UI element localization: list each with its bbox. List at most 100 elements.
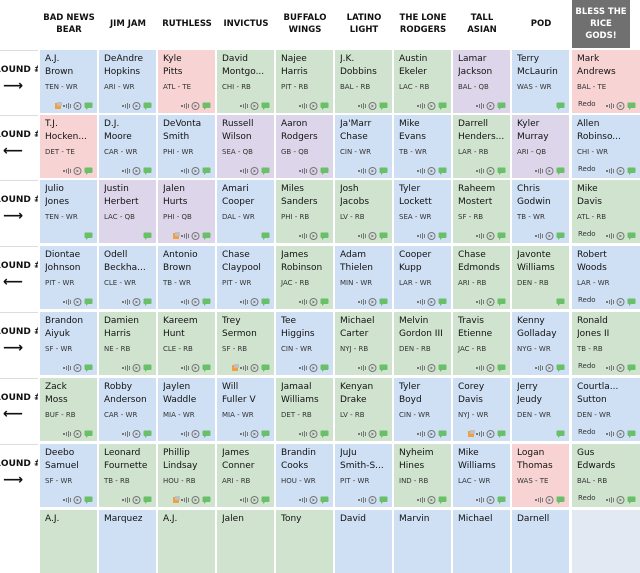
chat-icon[interactable]	[497, 496, 506, 504]
sound-icon[interactable]	[417, 298, 426, 306]
sound-icon[interactable]	[240, 364, 249, 372]
pick-cell[interactable]: Brandon Aiyuk SF - WR	[40, 312, 97, 375]
pick-cell[interactable]: JuJu Smith-S... PIT - WR	[335, 444, 392, 507]
pick-cell[interactable]: James Conner ARI - RB	[217, 444, 274, 507]
pick-cell[interactable]: Nyheim Hines IND - RB	[394, 444, 451, 507]
pick-cell[interactable]: Russell Wilson SEA - QB	[217, 115, 274, 178]
speaker-icon[interactable]	[309, 430, 318, 438]
speaker-icon[interactable]	[191, 232, 200, 240]
sound-icon[interactable]	[181, 496, 190, 504]
chat-icon[interactable]	[320, 102, 329, 110]
pick-cell[interactable]: Najee Harris PIT - RB	[276, 50, 333, 113]
chat-icon[interactable]	[320, 232, 329, 240]
pick-cell[interactable]: Amari Cooper DAL - WR	[217, 180, 274, 243]
chat-icon[interactable]	[261, 430, 270, 438]
chat-icon[interactable]	[556, 430, 565, 438]
sound-icon[interactable]	[181, 102, 190, 110]
chat-icon[interactable]	[556, 167, 565, 175]
pick-cell[interactable]: Javonte Williams DEN - RB	[512, 246, 569, 309]
sound-icon[interactable]	[358, 167, 367, 175]
pick-cell[interactable]: A.J.	[40, 510, 97, 573]
sound-icon[interactable]	[417, 167, 426, 175]
redo-link[interactable]: Redo	[578, 362, 596, 370]
pick-cell[interactable]: Terry McLaurin WAS - WR	[512, 50, 569, 113]
pick-cell[interactable]: J.K. Dobbins BAL - RB	[335, 50, 392, 113]
chat-icon[interactable]	[379, 496, 388, 504]
pick-cell[interactable]: Mark Andrews BAL - TE Redo	[572, 50, 640, 113]
speaker-icon[interactable]	[191, 496, 200, 504]
speaker-icon[interactable]	[616, 430, 625, 438]
pick-cell[interactable]: Mike Evans TB - WR	[394, 115, 451, 178]
sound-icon[interactable]	[240, 167, 249, 175]
chat-icon[interactable]	[320, 430, 329, 438]
sound-icon[interactable]	[606, 298, 615, 306]
pen-icon[interactable]	[54, 102, 63, 110]
chat-icon[interactable]	[261, 364, 270, 372]
speaker-icon[interactable]	[427, 430, 436, 438]
pick-cell[interactable]: Marvin	[394, 510, 451, 573]
speaker-icon[interactable]	[191, 167, 200, 175]
chat-icon[interactable]	[556, 102, 565, 110]
pick-cell[interactable]: Courtla... Sutton DEN - WR Redo	[572, 378, 640, 441]
column-header[interactable]: INVICTUS	[223, 19, 269, 29]
speaker-icon[interactable]	[616, 496, 625, 504]
pick-cell[interactable]: Damien Harris NE - RB	[99, 312, 156, 375]
speaker-icon[interactable]	[486, 167, 495, 175]
speaker-icon[interactable]	[368, 298, 377, 306]
speaker-icon[interactable]	[427, 167, 436, 175]
speaker-icon[interactable]	[368, 232, 377, 240]
pick-cell[interactable]: Adam Thielen MIN - WR	[335, 246, 392, 309]
sound-icon[interactable]	[417, 430, 426, 438]
chat-icon[interactable]	[627, 102, 636, 110]
pick-cell[interactable]: Marquez	[99, 510, 156, 573]
pick-cell[interactable]: Jerry Jeudy DEN - WR	[512, 378, 569, 441]
sound-icon[interactable]	[63, 496, 72, 504]
pick-cell[interactable]: Chase Claypool PIT - WR	[217, 246, 274, 309]
chat-icon[interactable]	[438, 232, 447, 240]
pick-cell[interactable]: Trey Sermon SF - RB	[217, 312, 274, 375]
column-header[interactable]: JIM JAM	[110, 19, 146, 29]
speaker-icon[interactable]	[132, 496, 141, 504]
sound-icon[interactable]	[358, 430, 367, 438]
pen-icon[interactable]	[467, 430, 476, 438]
chat-icon[interactable]	[497, 102, 506, 110]
sound-icon[interactable]	[606, 364, 615, 372]
pick-cell[interactable]: Miles Sanders PHI - RB	[276, 180, 333, 243]
speaker-icon[interactable]	[309, 232, 318, 240]
chat-icon[interactable]	[261, 298, 270, 306]
speaker-icon[interactable]	[486, 102, 495, 110]
chat-icon[interactable]	[556, 496, 565, 504]
speaker-icon[interactable]	[486, 232, 495, 240]
sound-icon[interactable]	[299, 430, 308, 438]
speaker-icon[interactable]	[73, 496, 82, 504]
sound-icon[interactable]	[122, 102, 131, 110]
speaker-icon[interactable]	[132, 430, 141, 438]
chat-icon[interactable]	[202, 496, 211, 504]
pen-icon[interactable]	[172, 496, 181, 504]
pick-cell[interactable]: Jalen Hurts PHI - QB	[158, 180, 215, 243]
speaker-icon[interactable]	[191, 102, 200, 110]
pick-cell[interactable]: Ronald Jones II TB - RB Redo	[572, 312, 640, 375]
speaker-icon[interactable]	[191, 298, 200, 306]
speaker-icon[interactable]	[427, 102, 436, 110]
pick-cell[interactable]	[572, 510, 640, 573]
speaker-icon[interactable]	[132, 102, 141, 110]
sound-icon[interactable]	[299, 102, 308, 110]
column-header[interactable]: BLESS THE RICE GODS!	[572, 0, 630, 48]
column-header[interactable]: THE LONE RODGERS	[399, 13, 447, 35]
pick-cell[interactable]: Kenny Golladay NYG - WR	[512, 312, 569, 375]
redo-link[interactable]: Redo	[578, 165, 596, 173]
sound-icon[interactable]	[299, 298, 308, 306]
pick-cell[interactable]: Kyler Murray ARI - QB	[512, 115, 569, 178]
speaker-icon[interactable]	[486, 298, 495, 306]
pick-cell[interactable]: Will Fuller V MIA - WR	[217, 378, 274, 441]
chat-icon[interactable]	[143, 364, 152, 372]
pick-cell[interactable]: Robby Anderson CAR - WR	[99, 378, 156, 441]
chat-icon[interactable]	[627, 232, 636, 240]
chat-icon[interactable]	[438, 430, 447, 438]
speaker-icon[interactable]	[545, 364, 554, 372]
sound-icon[interactable]	[122, 167, 131, 175]
pick-cell[interactable]: Odell Beckha... CLE - WR	[99, 246, 156, 309]
speaker-icon[interactable]	[368, 430, 377, 438]
chat-icon[interactable]	[320, 298, 329, 306]
